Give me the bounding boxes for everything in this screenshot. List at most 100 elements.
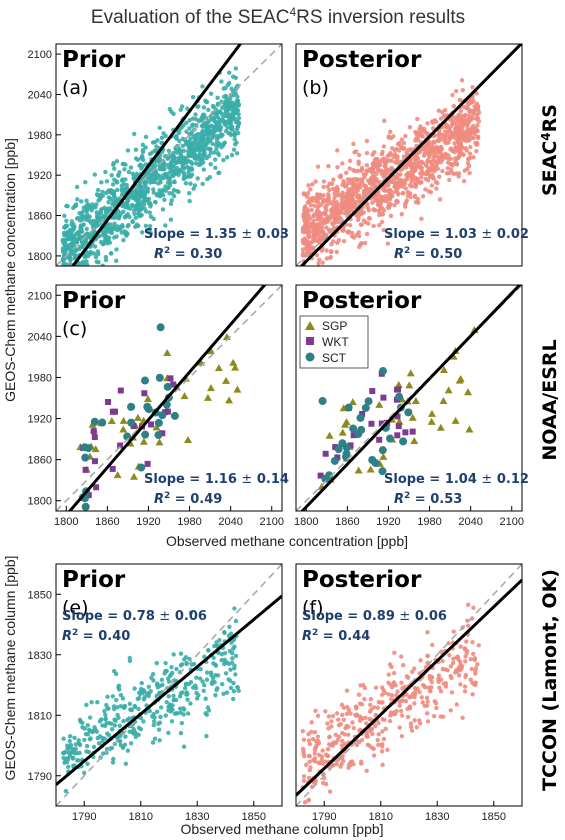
point-b-1054 <box>380 212 386 217</box>
point-a-1243 <box>229 126 234 131</box>
point-e-106 <box>213 693 218 698</box>
point-wkt-c-62 <box>162 409 169 416</box>
point-b-846 <box>474 116 480 122</box>
point-sct-c-79 <box>158 411 167 420</box>
point-a-21 <box>84 198 89 203</box>
point-f-90 <box>469 666 474 672</box>
point-e-407 <box>84 749 89 754</box>
point-e-56 <box>123 734 128 739</box>
frame-f <box>295 563 523 807</box>
point-a-1018 <box>102 231 107 237</box>
point-a-877 <box>116 173 121 178</box>
xtick-label-d-1860: 1860 <box>335 516 359 528</box>
point-wkt-d-54 <box>369 388 376 395</box>
point-a-967 <box>208 146 213 152</box>
point-f-349 <box>418 658 423 663</box>
point-e-366 <box>178 691 184 696</box>
point-f-230 <box>434 705 439 711</box>
point-f-316 <box>354 704 359 709</box>
point-a-810 <box>125 224 130 229</box>
point-a-827 <box>122 167 127 172</box>
point-e-90 <box>85 723 90 728</box>
ytick-label-c-1800: 1800 <box>28 496 52 508</box>
point-f-74 <box>368 702 373 708</box>
point-e-261 <box>95 699 100 705</box>
fit-line-c <box>67 285 267 511</box>
ytick-label-a-1800: 1800 <box>28 251 52 263</box>
point-a-1138 <box>75 264 80 266</box>
point-e-159 <box>232 644 237 649</box>
point-b-1108 <box>379 171 384 176</box>
point-a-87 <box>68 262 73 266</box>
figure-title: Evaluation of the SEAC4RS inversion resu… <box>91 5 465 28</box>
point-f-339 <box>409 728 415 733</box>
point-b-612 <box>458 108 464 113</box>
point-e-167 <box>219 657 224 663</box>
point-e-359 <box>67 734 73 739</box>
point-b-701 <box>421 153 427 159</box>
point-b-841 <box>317 212 322 217</box>
point-a-1244 <box>77 234 83 239</box>
point-e-376 <box>127 701 133 706</box>
point-b-885 <box>447 177 452 183</box>
panel-heading-d: Posterior <box>302 288 422 314</box>
point-a-828 <box>67 276 71 280</box>
point-wkt-d-53 <box>395 423 402 430</box>
point-b-1127 <box>434 186 439 191</box>
point-b-1165 <box>414 131 419 136</box>
point-b-1113 <box>413 181 418 186</box>
point-e-327 <box>171 652 176 657</box>
point-b-523 <box>450 170 455 176</box>
point-b-1090 <box>418 180 423 185</box>
point-b-1164 <box>454 116 460 121</box>
point-b-996 <box>337 215 342 221</box>
point-b-1260 <box>326 194 332 199</box>
point-f-415 <box>456 657 461 663</box>
point-b-1292 <box>447 127 452 132</box>
point-e-399 <box>152 715 157 720</box>
point-f-218 <box>471 651 476 657</box>
point-sct-d-90 <box>321 474 330 483</box>
point-f-5 <box>460 715 465 721</box>
point-e-315 <box>208 670 214 675</box>
point-b-1277 <box>388 201 393 207</box>
point-b-1185 <box>315 199 320 204</box>
point-b-1162 <box>320 217 326 223</box>
point-b-43 <box>403 133 408 139</box>
point-f-373 <box>412 694 417 700</box>
point-b-1284 <box>474 91 479 96</box>
point-a-919 <box>125 205 131 210</box>
point-f-355 <box>392 650 397 655</box>
panel-label-c: (c) <box>62 318 87 340</box>
point-e-102 <box>110 694 116 699</box>
point-wkt-d-43 <box>359 410 366 417</box>
point-b-546 <box>347 158 353 163</box>
point-b-1156 <box>315 164 321 169</box>
point-b-1016 <box>366 221 371 226</box>
point-b-1170 <box>457 151 463 157</box>
point-b-936 <box>347 166 352 171</box>
point-sct-c-67 <box>163 382 172 391</box>
point-e-385 <box>215 643 220 648</box>
point-a-1123 <box>148 214 154 219</box>
point-a-146 <box>232 136 237 142</box>
point-wkt-c-48 <box>93 484 100 491</box>
point-a-92 <box>77 266 81 270</box>
point-a-10 <box>166 148 172 153</box>
point-f-128 <box>316 752 322 758</box>
point-b-644 <box>329 242 334 247</box>
point-e-395 <box>194 696 200 701</box>
point-a-1014 <box>177 138 182 144</box>
point-b-1194 <box>322 211 327 216</box>
point-b-1237 <box>424 163 429 169</box>
point-e-281 <box>80 720 85 725</box>
point-e-69 <box>204 712 209 717</box>
point-wkt-d-63 <box>409 428 416 435</box>
point-e-100 <box>201 688 206 694</box>
point-f-145 <box>306 738 312 743</box>
point-b-799 <box>375 197 380 202</box>
point-a-1025 <box>165 162 171 168</box>
point-f-228 <box>383 726 389 732</box>
point-b-1293 <box>430 175 436 180</box>
point-e-126 <box>120 696 126 701</box>
